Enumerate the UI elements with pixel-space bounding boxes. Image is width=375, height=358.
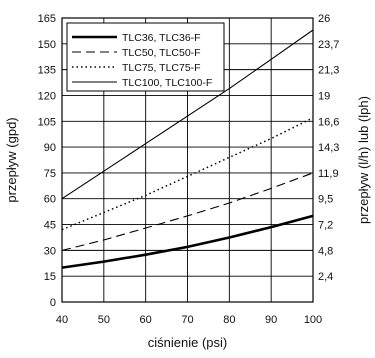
y2-tick-label: 9,5 — [318, 194, 333, 206]
x-tick-label: 50 — [98, 314, 110, 326]
legend-label-4: TLC100, TLC100-F — [122, 77, 212, 89]
y2-tick-label: 19 — [318, 90, 330, 102]
x-tick-label: 90 — [265, 314, 277, 326]
legend-label-1: TLC36, TLC36-F — [122, 32, 201, 44]
y-tick-label: 0 — [50, 297, 56, 309]
legend-box — [66, 22, 225, 92]
y-tick-label: 30 — [44, 245, 56, 257]
y-axis-label: przepływ (gpd) — [4, 117, 19, 202]
y2-axis-label: przepływ (l/h) lub (lph) — [356, 96, 371, 224]
y-tick-label: 135 — [38, 65, 56, 77]
y2-tick-label: 21,3 — [318, 65, 339, 77]
y2-tick-label: 14,3 — [318, 142, 339, 154]
x-tick-label: 100 — [304, 314, 322, 326]
series-lines — [61, 29, 314, 269]
y-tick-label: 90 — [44, 142, 56, 154]
legend-label-3: TLC75, TLC75-F — [122, 62, 201, 74]
y2-tick-label: 23,7 — [318, 39, 339, 51]
y2-tick-label: 4,8 — [318, 245, 333, 257]
tick-labels: 40 50 60 70 80 90 100 0 15 30 45 60 75 90 105 120 135 150… — [38, 13, 340, 326]
y2-tick-label: 11,9 — [318, 168, 339, 180]
y2-tick-label: 16,6 — [318, 116, 339, 128]
legend: TLC36, TLC36-F TLC50, TLC50-F TLC75, TLC75… — [66, 22, 225, 92]
y2-tick-label: 26 — [318, 13, 330, 25]
plot-frame — [61, 17, 314, 303]
y-tick-label: 150 — [38, 39, 56, 51]
y2-tick-label: 2,4 — [318, 271, 333, 283]
series-line-2 — [61, 172, 314, 251]
x-axis-label: ciśnienie (psi) — [148, 335, 227, 350]
y-tick-label: 165 — [38, 13, 56, 25]
y-tick-label: 120 — [38, 90, 56, 102]
y-tick-label: 60 — [44, 194, 56, 206]
x-tick-label: 70 — [181, 314, 193, 326]
y-tick-label: 75 — [44, 168, 56, 180]
legend-label-2: TLC50, TLC50-F — [122, 47, 201, 59]
y-tick-label: 15 — [44, 271, 56, 283]
series-line-1 — [61, 214, 314, 269]
y-tick-label: 105 — [38, 116, 56, 128]
series-line-3 — [61, 117, 314, 231]
series-line-4 — [61, 29, 314, 200]
y-tick-label: 45 — [44, 220, 56, 232]
y2-tick-label: 7,2 — [318, 220, 333, 232]
x-tick-label: 60 — [140, 314, 152, 326]
x-tick-label: 80 — [223, 314, 235, 326]
x-tick-label: 40 — [56, 314, 68, 326]
